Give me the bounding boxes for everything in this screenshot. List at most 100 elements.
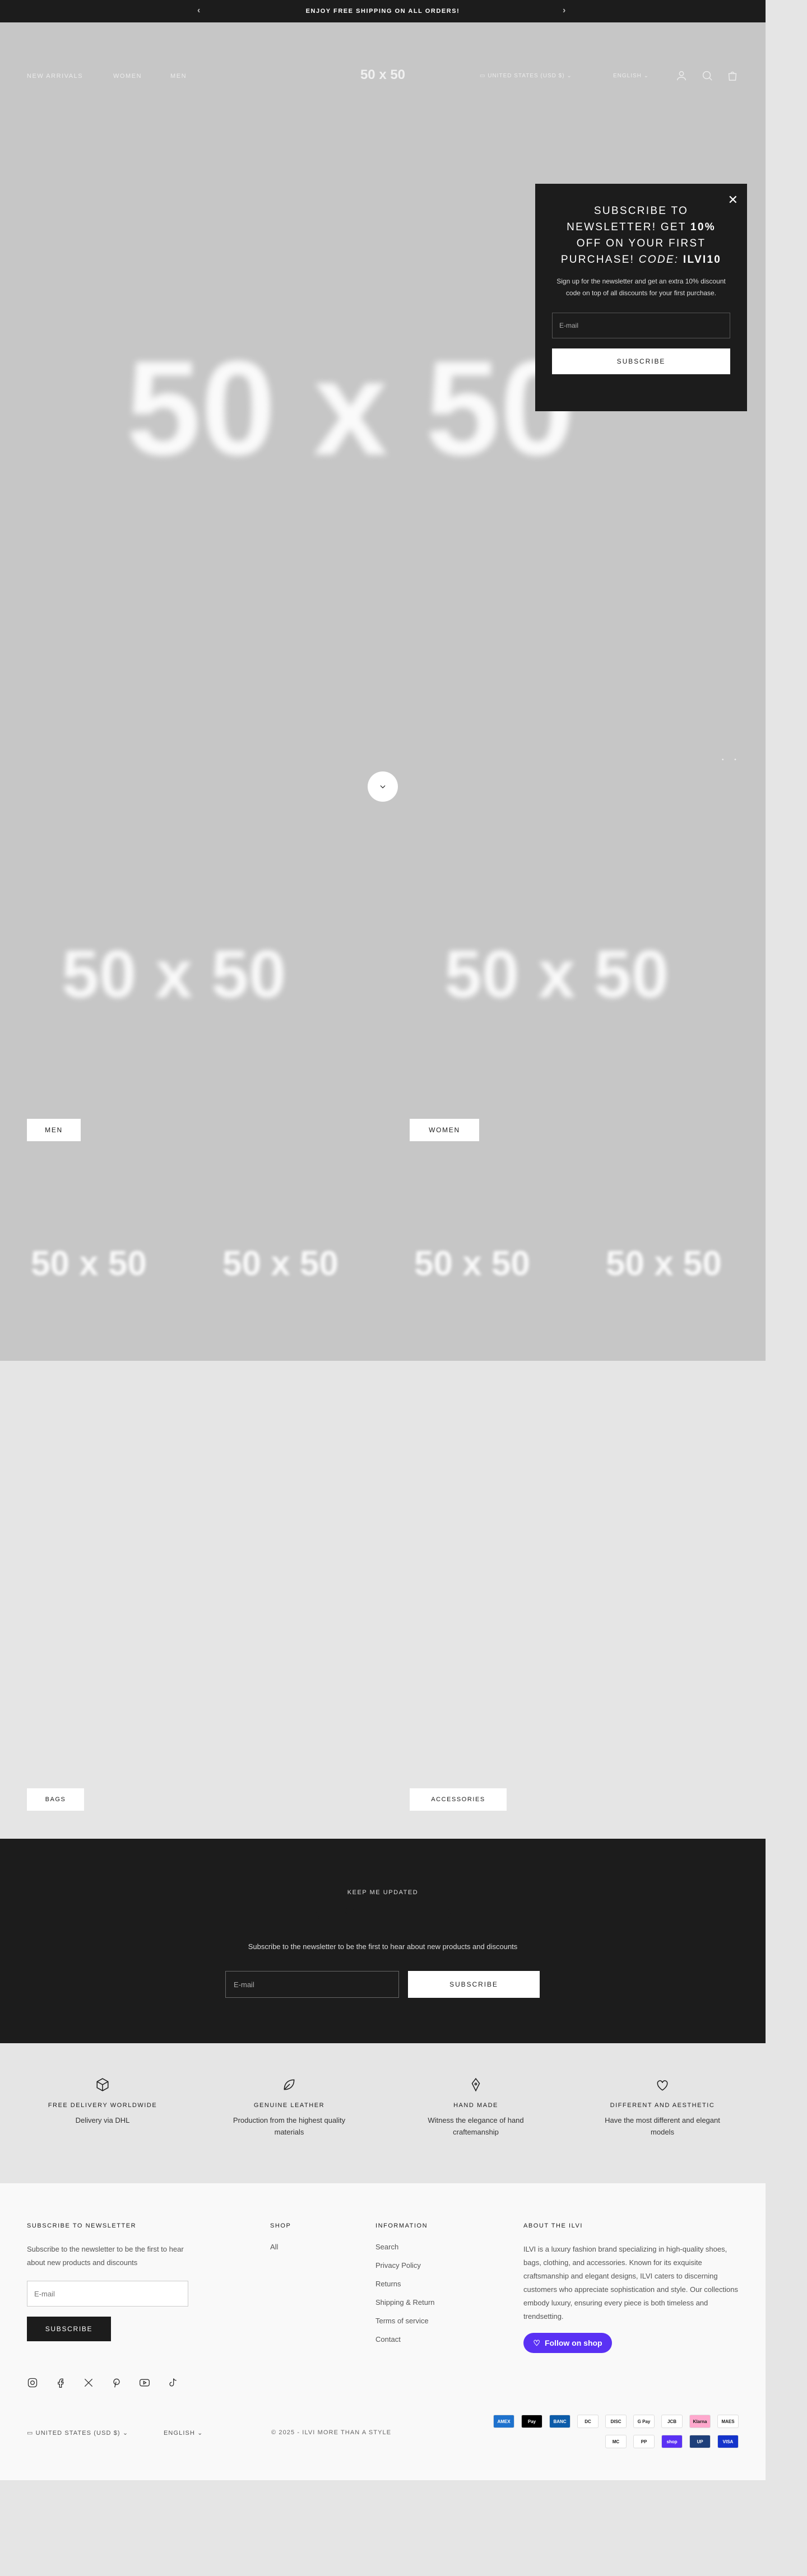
payment-icon: PP <box>633 2435 655 2448</box>
category-button-women[interactable]: WOMEN <box>410 1119 479 1141</box>
category-button-men[interactable]: MEN <box>27 1119 81 1141</box>
product-image[interactable]: 50 x 50 <box>414 1244 530 1283</box>
footer-link-privacy[interactable]: Privacy Policy <box>375 2261 421 2270</box>
footer-about-title: ABOUT THE ILVI <box>523 2222 583 2229</box>
close-icon[interactable]: ✕ <box>727 193 738 207</box>
follow-on-shop-button[interactable]: ♡ Follow on shop <box>523 2333 612 2353</box>
feature-item: HAND MADE Witness the elegance of hand c… <box>406 2077 546 2138</box>
payment-icon: BANC <box>549 2415 571 2428</box>
account-icon[interactable] <box>675 69 688 82</box>
language-selector[interactable]: ENGLISH ⌄ <box>613 73 650 79</box>
feature-desc: Delivery via DHL <box>75 2116 130 2124</box>
payment-icon: VISA <box>717 2435 739 2448</box>
footer-language-selector[interactable]: ENGLISH ⌄ <box>164 2430 203 2436</box>
feature-desc: Witness the elegance of hand craftemansh… <box>428 2116 524 2136</box>
feature-title: DIFFERENT AND AESTHETIC <box>610 2102 715 2109</box>
product-image[interactable]: 50 x 50 <box>606 1244 722 1283</box>
chevron-down-icon: ⌄ <box>120 2430 129 2436</box>
announcement-prev-icon[interactable]: ‹ <box>197 6 201 15</box>
payment-icon: DISC <box>605 2415 627 2428</box>
feature-item: GENUINE LEATHER Production from the high… <box>219 2077 359 2138</box>
flag-icon: ▭ <box>480 73 488 79</box>
nav-women[interactable]: WOMEN <box>113 73 142 80</box>
newsletter-eyebrow: KEEP ME UPDATED <box>347 1889 419 1896</box>
cart-icon[interactable] <box>726 69 739 82</box>
hero-pagination[interactable]: • • <box>722 757 741 763</box>
footer-shop-title: SHOP <box>270 2222 291 2229</box>
category-button-accessories[interactable]: ACCESSORIES <box>410 1788 507 1811</box>
chevron-down-icon: ⌄ <box>641 73 650 79</box>
hero-image[interactable]: 50 x 50 <box>126 333 575 483</box>
newsletter-title: NEWSLETTER <box>310 1905 456 1923</box>
facebook-icon[interactable] <box>55 2377 66 2388</box>
payment-icon: AMEX <box>493 2415 514 2428</box>
search-icon[interactable] <box>701 69 713 82</box>
payment-methods: AMEX Pay BANC DC DISC G Pay JCB Klarna MAES MC PP s… <box>475 2415 739 2448</box>
footer-link-all[interactable]: All <box>270 2243 279 2251</box>
announcement-bar: ‹ ENJOY FREE SHIPPING ON ALL ORDERS! › <box>0 0 766 22</box>
footer-link-returns[interactable]: Returns <box>375 2280 401 2288</box>
footer-link-shipping[interactable]: Shipping & Return <box>375 2298 435 2307</box>
newsletter-description: Subscribe to the newsletter to be the fi… <box>248 1942 518 1951</box>
newsletter-popup: ✕ SUBSCRIBE TO NEWSLETTER! GET 10% OFF O… <box>535 184 747 411</box>
leaf-icon <box>284 2079 295 2090</box>
chevron-down-icon <box>380 785 386 789</box>
newsletter-email-input[interactable] <box>225 1971 399 1998</box>
feature-desc: Production from the highest quality mate… <box>233 2116 346 2136</box>
footer-link-terms[interactable]: Terms of service <box>375 2317 429 2325</box>
footer-link-contact[interactable]: Contact <box>375 2335 401 2343</box>
heart-icon <box>657 2080 668 2091</box>
announcement-next-icon[interactable]: › <box>563 6 566 15</box>
popup-email-input[interactable] <box>552 313 730 338</box>
scroll-down-button[interactable] <box>368 771 398 802</box>
feature-title: FREE DELIVERY WORLDWIDE <box>48 2102 157 2109</box>
flag-icon: ▭ <box>27 2430 36 2436</box>
footer-email-input[interactable] <box>27 2281 188 2307</box>
payment-icon: G Pay <box>633 2415 655 2428</box>
popup-title: SUBSCRIBE TO NEWSLETTER! GET 10% OFF ON … <box>560 205 722 266</box>
x-icon[interactable] <box>83 2377 94 2388</box>
footer-country-selector[interactable]: ▭ UNITED STATES (USD $) ⌄ <box>27 2430 129 2436</box>
footer-subscribe-desc: Subscribe to the newsletter to be the fi… <box>27 2245 184 2267</box>
footer-info-title: INFORMATION <box>375 2222 428 2229</box>
footer-about-text: ILVI is a luxury fashion brand specializ… <box>523 2245 738 2321</box>
category-image-women[interactable]: 50 x 50 <box>444 937 669 1012</box>
youtube-icon[interactable] <box>139 2377 150 2388</box>
chevron-down-icon: ⌄ <box>564 73 572 79</box>
copyright-text: © 2025 - ILVI MORE THAN A STYLE <box>271 2429 392 2436</box>
payment-icon: Klarna <box>689 2415 711 2428</box>
category-image-men[interactable]: 50 x 50 <box>62 937 286 1012</box>
nav-new-arrivals[interactable]: NEW ARRIVALS <box>27 73 84 80</box>
feature-title: GENUINE LEATHER <box>253 2102 325 2109</box>
site-footer <box>0 2183 766 2480</box>
payment-icon: MAES <box>717 2415 739 2428</box>
collections-section <box>0 1361 766 1839</box>
newsletter-subscribe-button[interactable]: SUBSCRIBE <box>408 1971 540 1998</box>
payment-icon: Pay <box>521 2415 542 2428</box>
pinterest-icon[interactable] <box>111 2377 122 2388</box>
feature-item: FREE DELIVERY WORLDWIDE Delivery via DHL <box>33 2077 173 2126</box>
category-button-bags[interactable]: BAGS <box>27 1788 84 1811</box>
nav-men[interactable]: MEN <box>170 73 187 80</box>
pen-icon <box>471 2077 480 2092</box>
country-selector[interactable]: ▭ UNITED STATES (USD $) ⌄ <box>480 73 572 79</box>
footer-link-search[interactable]: Search <box>375 2243 399 2251</box>
product-image[interactable]: 50 x 50 <box>31 1244 147 1283</box>
box-icon <box>96 2078 109 2091</box>
payment-icon: JCB <box>661 2415 683 2428</box>
footer-subscribe-button[interactable]: SUBSCRIBE <box>27 2317 111 2341</box>
feature-item: DIFFERENT AND AESTHETIC Have the most di… <box>592 2077 732 2138</box>
site-logo[interactable]: 50 x 50 <box>360 67 406 82</box>
heart-icon: ♡ <box>533 2338 540 2347</box>
announcement-text: ENJOY FREE SHIPPING ON ALL ORDERS! <box>305 8 460 15</box>
chevron-down-icon: ⌄ <box>195 2430 203 2436</box>
product-image[interactable]: 50 x 50 <box>222 1244 338 1283</box>
popup-subscribe-button[interactable]: SUBSCRIBE <box>552 348 730 374</box>
tiktok-icon[interactable] <box>167 2377 178 2388</box>
feature-desc: Have the most different and elegant mode… <box>605 2116 720 2136</box>
footer-subscribe-title: SUBSCRIBE TO NEWSLETTER <box>27 2222 137 2229</box>
instagram-icon[interactable] <box>27 2377 38 2388</box>
popup-description: Sign up for the newsletter and get an ex… <box>556 277 726 297</box>
features-section <box>0 2043 766 2183</box>
payment-icon: shop <box>661 2435 683 2448</box>
